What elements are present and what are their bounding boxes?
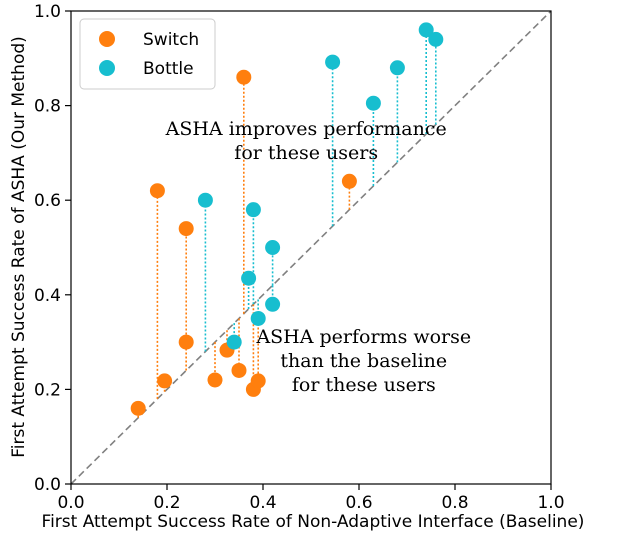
y-tick-label: 1.0: [34, 2, 61, 22]
point-switch-8: [236, 69, 252, 85]
legend: Switch Bottle: [79, 18, 216, 90]
x-tick-label: 0.6: [345, 493, 372, 513]
point-bottle-10: [418, 22, 434, 38]
point-bottle-2: [241, 270, 257, 286]
y-tick-label: 0.8: [34, 97, 61, 117]
x-tick-label: 1.0: [537, 493, 564, 513]
legend-label-bottle: Bottle: [143, 59, 194, 79]
point-bottle-1: [226, 334, 242, 350]
x-tick-label: 0.4: [249, 493, 276, 513]
legend-label-switch: Switch: [143, 30, 199, 50]
y-axis-label: First Attempt Success Rate of ASHA (Our …: [9, 36, 29, 458]
point-switch-7: [231, 362, 247, 378]
point-bottle-0: [197, 192, 213, 208]
axes: 0.0 0.2 0.4 0.6 0.8 1.0 0.0 0.2 0.4 0.6 0.8 1.0: [34, 2, 565, 513]
x-tick-label: 0.2: [153, 493, 180, 513]
annotation-0-line-1: for these users: [234, 142, 378, 164]
annotation-0-line-0: ASHA improves performance: [165, 118, 447, 140]
x-tick-label: 0.8: [441, 493, 468, 513]
annotation-1-line-1: than the baseline: [280, 350, 447, 372]
point-bottle-6: [265, 296, 281, 312]
diagonal-reference-line: [70, 10, 552, 485]
annotation-1-line-2: for these users: [292, 374, 436, 396]
point-bottle-4: [250, 310, 266, 326]
point-switch-10: [250, 373, 266, 389]
x-tick-label: 0.0: [57, 493, 84, 513]
x-axis-label: First Attempt Success Rate of Non-Adapti…: [42, 512, 585, 532]
point-switch-0: [130, 400, 146, 416]
y-tick-label: 0.6: [34, 191, 61, 211]
point-switch-4: [178, 334, 194, 350]
point-bottle-5: [265, 240, 281, 255]
plot-frame: [70, 10, 552, 485]
point-switch-1: [149, 183, 165, 199]
point-bottle-8: [365, 95, 381, 111]
point-bottle-9: [389, 60, 405, 76]
point-bottle-11: [428, 31, 444, 47]
legend-marker-switch: [99, 31, 115, 47]
legend-marker-bottle: [99, 60, 115, 76]
point-switch-2: [157, 373, 173, 389]
y-tick-label: 0.0: [34, 475, 61, 495]
plot-area: [70, 10, 552, 485]
point-switch-11: [341, 173, 357, 189]
y-tick-label: 0.2: [34, 380, 61, 400]
y-tick-label: 0.4: [34, 286, 61, 306]
point-switch-5: [207, 372, 223, 388]
point-switch-3: [178, 221, 194, 237]
point-bottle-3: [245, 202, 261, 218]
point-bottle-7: [325, 54, 341, 70]
annotation-1-line-0: ASHA performs worse: [255, 326, 471, 348]
